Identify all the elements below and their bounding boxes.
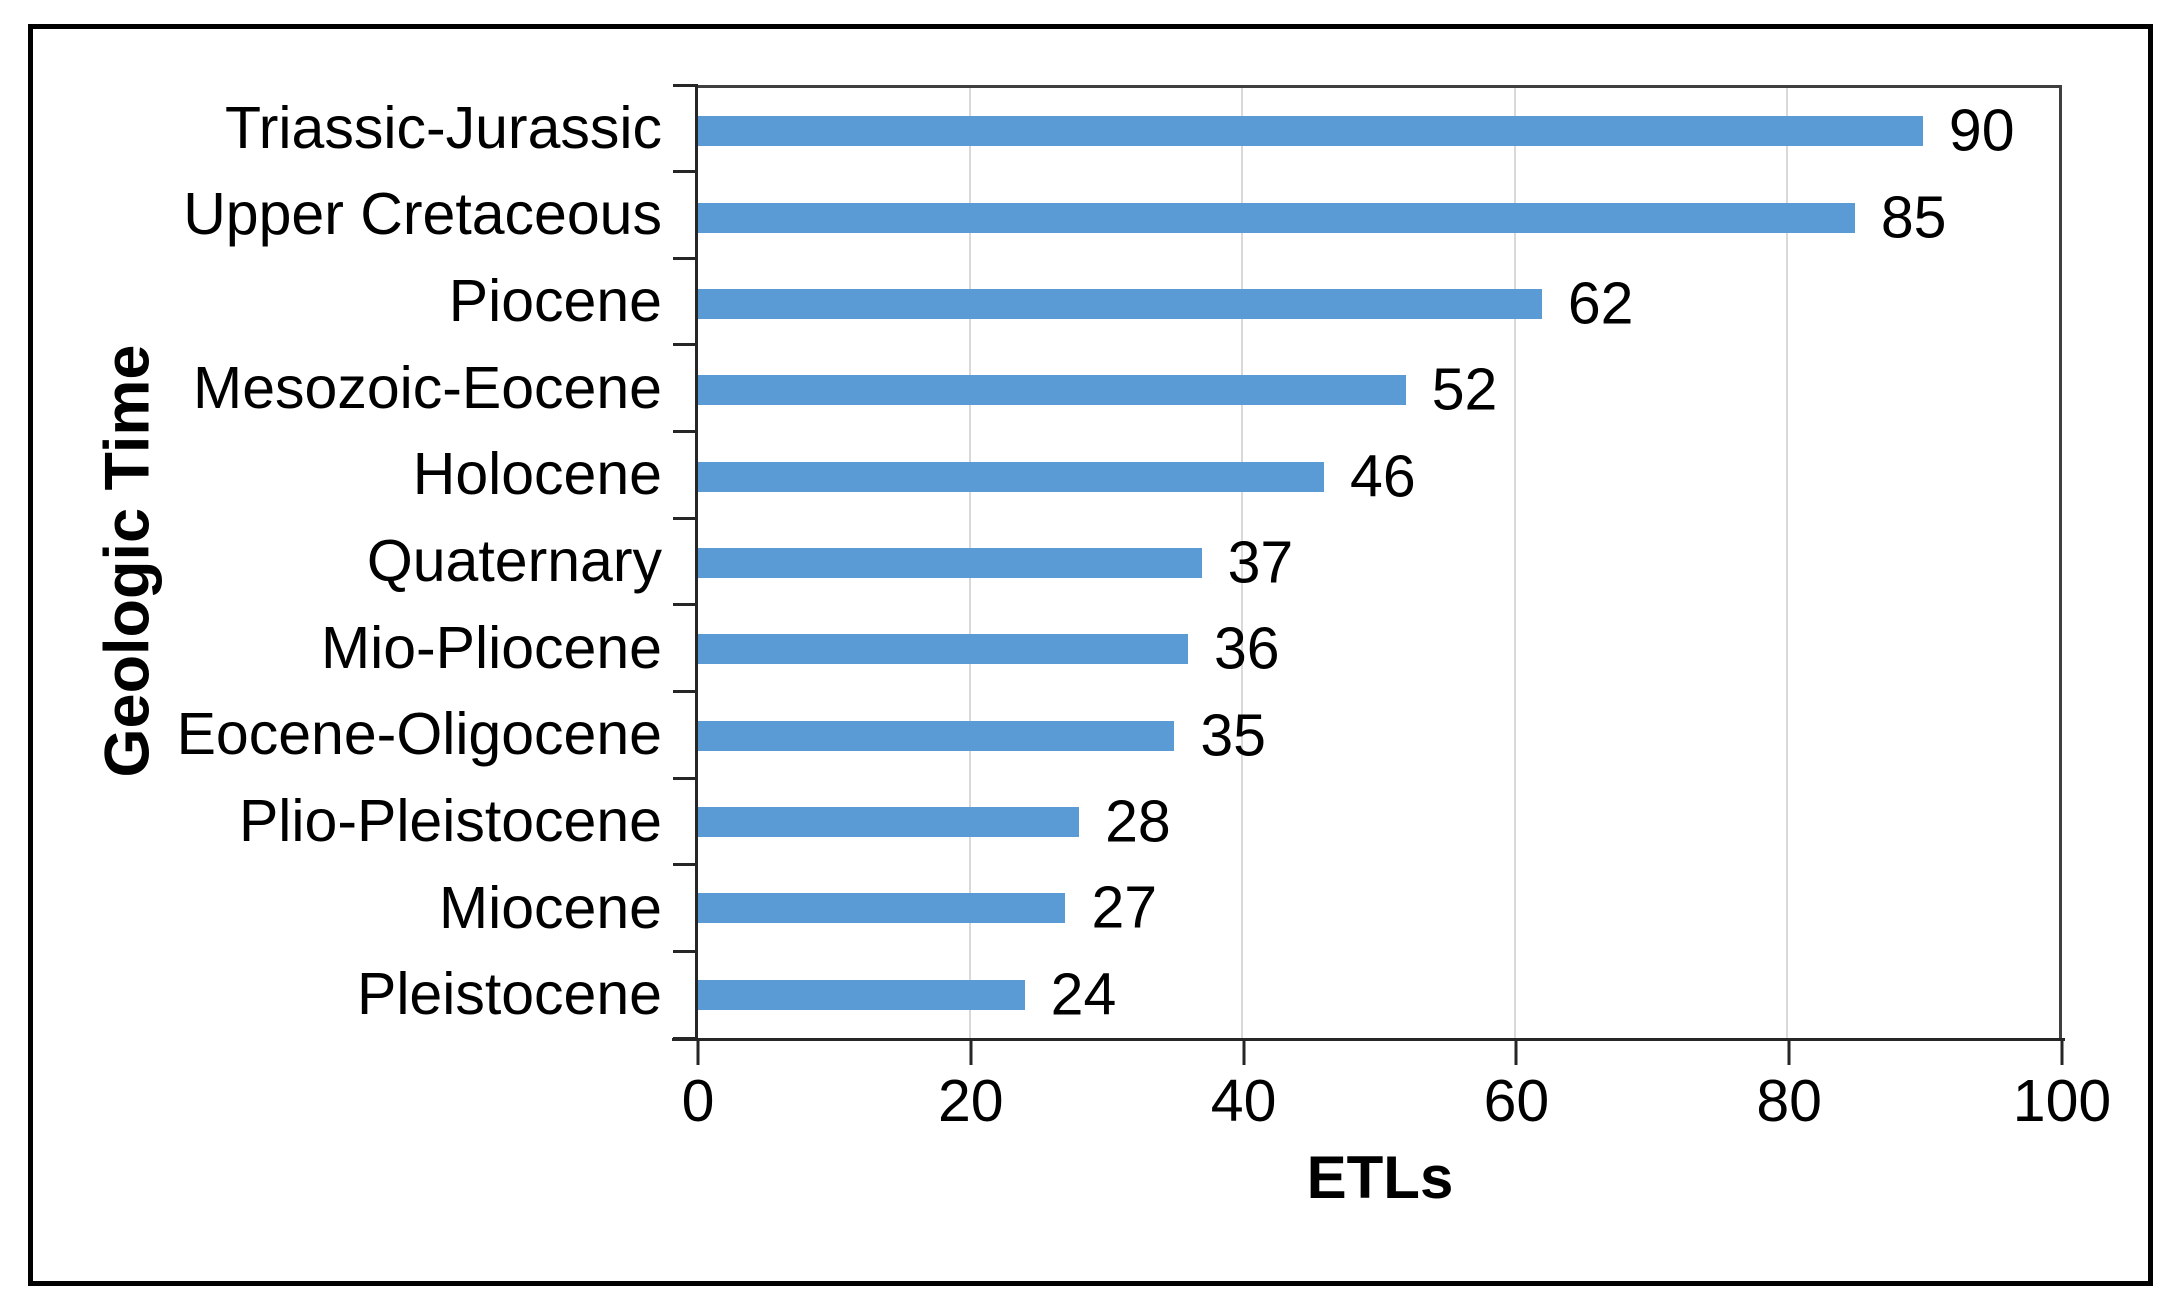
y-axis-title: Geologic Time [92,344,163,778]
x-axis-tick [1242,1038,1246,1065]
category-label: Upper Cretaceous [183,181,662,248]
bar-value-label: 62 [1567,270,1634,337]
x-axis-tick [2060,1038,2064,1065]
bar-value-label: 85 [1880,184,1947,251]
category-label: Plio-Pleistocene [238,787,662,854]
x-axis-ticks [696,1038,2064,1065]
y-axis-tick [673,516,698,520]
bar-row: 85 [698,174,2059,260]
x-axis-tick-labels: 0 20 40 60 80 100 [682,1068,2112,1134]
bar-row: 46 [698,433,2059,519]
bar [698,375,1406,406]
gridline [1513,88,1516,1038]
bar-row: 24 [698,952,2059,1038]
bar [698,202,1855,233]
bar-value-label: 90 [1948,97,2015,164]
y-axis-tick [673,776,698,780]
bar-row: 28 [698,779,2059,865]
bar-value-label: 37 [1227,529,1294,596]
category-label: Mesozoic-Eocene [193,354,662,421]
x-axis-tick-label: 100 [2012,1068,2112,1134]
category-label: Mio-Pliocene [320,614,662,681]
bar-row: 35 [698,693,2059,779]
bar [698,807,1080,838]
y-axis-tick [673,603,698,607]
category-label: Piocene [448,268,662,335]
x-axis-title: ETLs [1306,1144,1454,1211]
y-axis-tick [673,170,698,174]
bar-value-label: 46 [1350,443,1416,510]
category-label: Quaternary [366,528,662,595]
gridline [1785,88,1788,1038]
bar-value-label: 36 [1213,615,1280,682]
bar [698,116,1923,147]
bar-row: 90 [698,88,2059,174]
gridline [1241,88,1244,1038]
y-axis-line [695,85,698,1038]
x-axis-line [672,1038,2065,1041]
x-axis-tick-label: 20 [937,1068,1004,1134]
plot-area: 90 85 62 52 46 37 36 35 28 27 24 [698,85,2062,1038]
bar [698,461,1325,492]
y-axis-tick [673,256,698,260]
x-axis-tick [1514,1038,1518,1065]
category-label: Holocene [412,441,662,508]
y-axis-tick [673,949,698,953]
category-label: Eocene-Oligocene [176,701,662,768]
bar-row: 62 [698,261,2059,347]
y-axis-tick [673,863,698,867]
category-axis-labels: Triassic-Jurassic Upper Cretaceous Piocene… [170,85,662,1038]
category-label: Pleistocene [356,961,662,1028]
bar [698,979,1025,1010]
y-axis-tick [673,343,698,347]
bar [698,634,1188,665]
bar [698,893,1066,924]
x-axis-tick-label: 60 [1483,1068,1550,1134]
x-axis-tick [1787,1038,1791,1065]
bar-value-label: 28 [1105,788,1171,855]
category-label: Miocene [438,874,662,941]
bar-value-label: 24 [1050,961,1117,1028]
x-axis-tick-label: 0 [681,1068,715,1134]
bar [698,288,1542,319]
bar-value-label: 35 [1200,702,1266,769]
bar [698,720,1175,751]
bar-series: 90 85 62 52 46 37 36 35 28 27 24 [698,88,2059,1038]
y-axis-tick [673,83,698,87]
x-axis-tick-label: 40 [1210,1068,1277,1134]
y-axis-tick [673,689,698,693]
bar-row: 37 [698,520,2059,606]
bar [698,547,1202,578]
bar-row: 27 [698,865,2059,951]
x-axis-tick [969,1038,973,1065]
bar-value-label: 52 [1431,356,1498,423]
y-axis-tick [673,430,698,434]
bar-row: 36 [698,606,2059,692]
x-axis-tick-label: 80 [1756,1068,1823,1134]
bar-row: 52 [698,347,2059,433]
category-label: Triassic-Jurassic [224,94,662,161]
x-axis-tick [696,1038,700,1065]
bar-value-label: 27 [1091,874,1158,941]
